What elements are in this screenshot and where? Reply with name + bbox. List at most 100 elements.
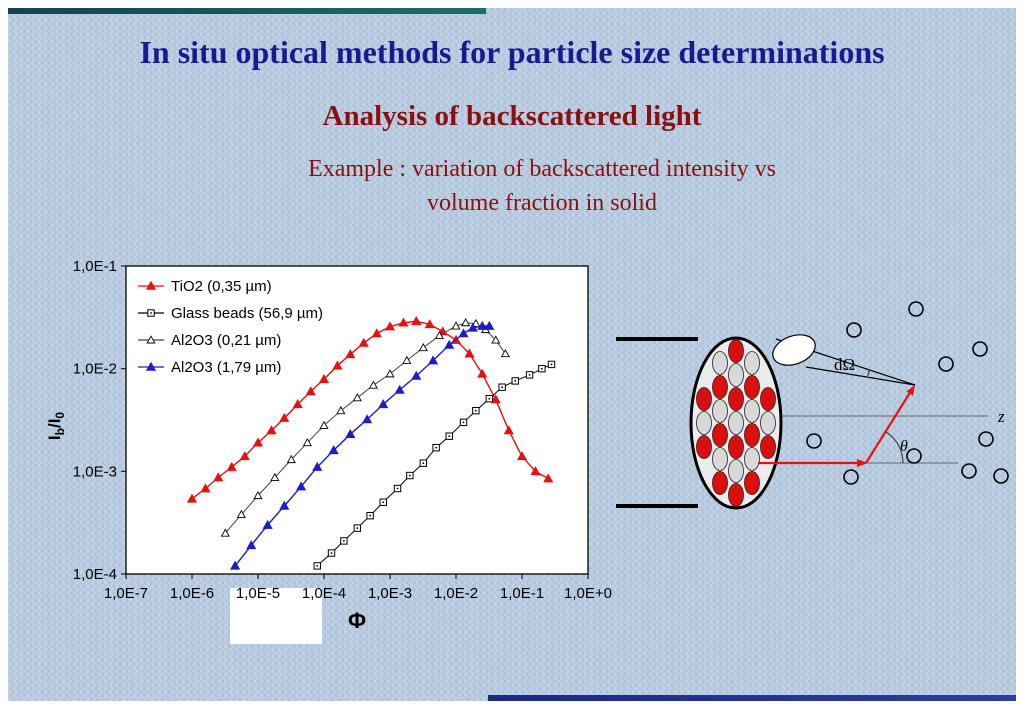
gray-particle bbox=[712, 399, 728, 423]
marker bbox=[371, 328, 382, 338]
cone-edge-lower bbox=[805, 366, 916, 386]
gray-particle bbox=[744, 447, 760, 471]
marker bbox=[411, 315, 422, 325]
legend-label: Glass beads (56,9 µm) bbox=[171, 305, 323, 322]
gray-particle bbox=[744, 351, 760, 375]
marker bbox=[384, 321, 396, 331]
y-tick-label: 1,0E-1 bbox=[73, 258, 117, 275]
marker bbox=[145, 361, 157, 371]
red-particle bbox=[760, 435, 776, 459]
marker bbox=[236, 509, 246, 518]
scattered-particle bbox=[961, 463, 977, 479]
incident-ray-arrowhead bbox=[857, 459, 868, 467]
y-tick-label: 1,0E-3 bbox=[73, 463, 117, 480]
x-tick-label: 1,0E-2 bbox=[434, 585, 478, 602]
marker bbox=[292, 399, 303, 409]
marker bbox=[230, 560, 241, 570]
series-glass-beads-56-9-m- bbox=[313, 360, 556, 570]
marker bbox=[262, 519, 273, 529]
marker bbox=[279, 412, 290, 422]
marker bbox=[477, 320, 488, 330]
series-line bbox=[191, 320, 549, 500]
marker bbox=[444, 339, 455, 349]
example-line-2: volume fraction in solid bbox=[427, 190, 657, 217]
marker bbox=[402, 355, 412, 364]
gray-particle bbox=[744, 399, 760, 423]
legend-label: Al2O3 (1,79 µm) bbox=[171, 359, 281, 376]
marker bbox=[302, 437, 312, 447]
scattered-ray bbox=[865, 390, 912, 464]
solid-angle-label: dΩ bbox=[834, 355, 855, 374]
backscatter-chart: 1,0E-7 1,0E-6 1,0E-5 1,0E-4 1,0E-3 1,0E-2 1,0E… bbox=[26, 258, 626, 655]
theta-arc bbox=[885, 431, 904, 464]
marker bbox=[362, 414, 373, 424]
detection-cone: dΩ bbox=[772, 334, 916, 386]
marker-dot bbox=[528, 373, 531, 376]
marker bbox=[461, 318, 471, 327]
marker bbox=[394, 384, 405, 394]
chart-svg: 1,0E-7 1,0E-6 1,0E-5 1,0E-4 1,0E-3 1,0E-2 1,0E… bbox=[45, 258, 612, 644]
marker-dot bbox=[369, 514, 372, 517]
marker-dot bbox=[422, 462, 425, 465]
gray-particle bbox=[728, 411, 744, 435]
theta-label: θ bbox=[900, 438, 908, 455]
marker-dot bbox=[462, 421, 465, 424]
z-axis-label: z bbox=[997, 407, 1005, 426]
marker bbox=[345, 349, 356, 359]
red-particle bbox=[696, 435, 712, 459]
marker bbox=[252, 437, 264, 447]
marker bbox=[378, 399, 389, 409]
example-caption: Example : variation of backscattered int… bbox=[38, 152, 1024, 220]
marker bbox=[186, 493, 198, 503]
marker bbox=[266, 425, 277, 435]
marker bbox=[246, 540, 257, 550]
marker bbox=[385, 369, 395, 378]
legend: TiO2 (0,35 µm) Glass beads (56,9 µm) Al2O3… bbox=[138, 278, 323, 376]
red-particle bbox=[712, 423, 728, 447]
marker-dot bbox=[488, 397, 491, 400]
marker-dot bbox=[474, 409, 477, 412]
marker-dot bbox=[396, 487, 399, 490]
white-patch bbox=[230, 588, 322, 644]
scattering-diagram: z θ bbox=[608, 293, 1024, 533]
scattered-particle bbox=[906, 448, 922, 464]
gray-particle bbox=[712, 447, 728, 471]
marker bbox=[345, 428, 356, 438]
marker bbox=[434, 330, 444, 340]
legend-label: Al2O3 (0,21 µm) bbox=[171, 332, 281, 349]
red-particle bbox=[728, 339, 744, 363]
marker bbox=[312, 461, 323, 471]
marker bbox=[213, 472, 224, 482]
gray-particle bbox=[728, 363, 744, 387]
red-particle bbox=[760, 387, 776, 411]
marker-dot bbox=[550, 363, 553, 366]
y-tick-label: 1,0E-4 bbox=[73, 566, 117, 583]
x-tick-label: 1,0E-5 bbox=[236, 585, 280, 602]
legend-label: TiO2 (0,35 µm) bbox=[171, 278, 272, 295]
x-tick-label: 1,0E-3 bbox=[368, 585, 412, 602]
red-particle bbox=[744, 375, 760, 399]
red-particle bbox=[696, 387, 712, 411]
red-particle bbox=[728, 483, 744, 507]
marker bbox=[305, 386, 316, 396]
marker bbox=[428, 355, 439, 365]
marker-dot bbox=[382, 501, 385, 504]
marker bbox=[503, 425, 514, 435]
x-axis-label: Φ bbox=[348, 608, 366, 633]
marker bbox=[411, 370, 422, 380]
scattered-particle bbox=[938, 356, 954, 372]
gray-particle bbox=[712, 351, 728, 375]
photon-path bbox=[758, 385, 915, 467]
scattered-particle bbox=[843, 469, 859, 485]
marker bbox=[336, 405, 346, 415]
marker bbox=[146, 335, 156, 344]
marker bbox=[239, 451, 250, 461]
marker-dot bbox=[448, 435, 451, 438]
marker bbox=[418, 342, 428, 352]
marker-dot bbox=[501, 386, 504, 389]
marker-dot bbox=[150, 312, 152, 314]
marker-dot bbox=[435, 446, 438, 449]
top-accent-bar bbox=[8, 8, 486, 14]
slide-background: In situ optical methods for particle siz… bbox=[8, 8, 1016, 701]
marker bbox=[296, 481, 307, 491]
